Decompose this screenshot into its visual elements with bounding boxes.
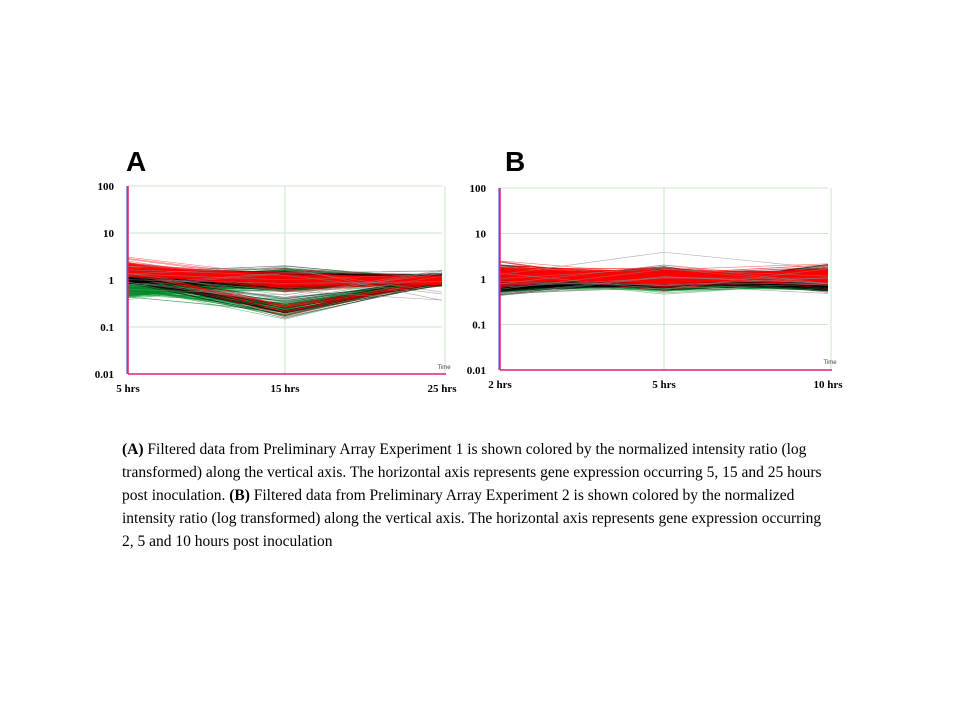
y-tick-label: 1 (481, 274, 487, 286)
series-line-outlier (499, 276, 829, 295)
series-line-outlier (499, 268, 829, 290)
series-line-outlier (127, 273, 443, 296)
series-line (127, 271, 443, 307)
series-line (499, 261, 829, 287)
series-line-outlier (127, 270, 443, 287)
series-line-outlier (499, 251, 829, 275)
series-line-outlier (499, 264, 829, 285)
x-tick-label: 2 hrs (488, 379, 512, 391)
panel-a-letter: A (126, 146, 147, 177)
x-tick-label: 5 hrs (652, 379, 676, 391)
y-tick-label: 0.1 (472, 320, 486, 332)
series-line-outlier (127, 269, 443, 296)
series-line (127, 273, 443, 308)
series-line (127, 269, 443, 312)
series-line (499, 271, 829, 282)
y-tick-label: 10 (103, 228, 115, 240)
series-lines (499, 251, 829, 296)
series-line-outlier (127, 266, 443, 293)
x-tick-label: 5 hrs (116, 383, 140, 395)
series-line (499, 268, 829, 278)
caption-b-text: Filtered data from Preliminary Array Exp… (122, 487, 822, 550)
caption-a-text: Filtered data from Preliminary Array Exp… (122, 441, 822, 504)
series-line-outlier (499, 268, 829, 285)
series-line (127, 272, 443, 306)
series-line-outlier (127, 269, 443, 295)
series-line (127, 275, 443, 286)
x-axis-tag: Time (437, 365, 451, 371)
x-axis-tag: Time (823, 360, 837, 366)
y-tick-label: 10 (475, 229, 487, 241)
series-line (127, 280, 443, 319)
x-tick-label: 25 hrs (427, 383, 457, 395)
y-tick-label: 100 (470, 183, 487, 195)
series-line-outlier (127, 273, 443, 281)
panel-b-letter: B (505, 146, 526, 177)
caption-a-label: (A) (122, 441, 144, 458)
y-tick-label: 0.01 (95, 369, 114, 381)
caption-b-label: (B) (229, 487, 250, 504)
y-tick-label: 1 (109, 275, 115, 287)
x-tick-label: 10 hrs (813, 379, 843, 391)
figure-caption: (A) Filtered data from Preliminary Array… (122, 438, 822, 553)
y-tick-label: 0.01 (467, 365, 486, 377)
series-line-outlier (499, 277, 829, 295)
y-tick-label: 0.1 (100, 322, 114, 334)
series-line (499, 264, 829, 275)
series-line (127, 267, 443, 282)
x-tick-label: 15 hrs (270, 383, 300, 395)
series-line (499, 268, 829, 281)
series-line (127, 272, 443, 318)
series-lines (127, 256, 443, 320)
series-line-outlier (127, 270, 443, 298)
series-line-outlier (127, 276, 443, 301)
y-tick-label: 100 (98, 181, 115, 193)
series-line-outlier (499, 277, 829, 288)
